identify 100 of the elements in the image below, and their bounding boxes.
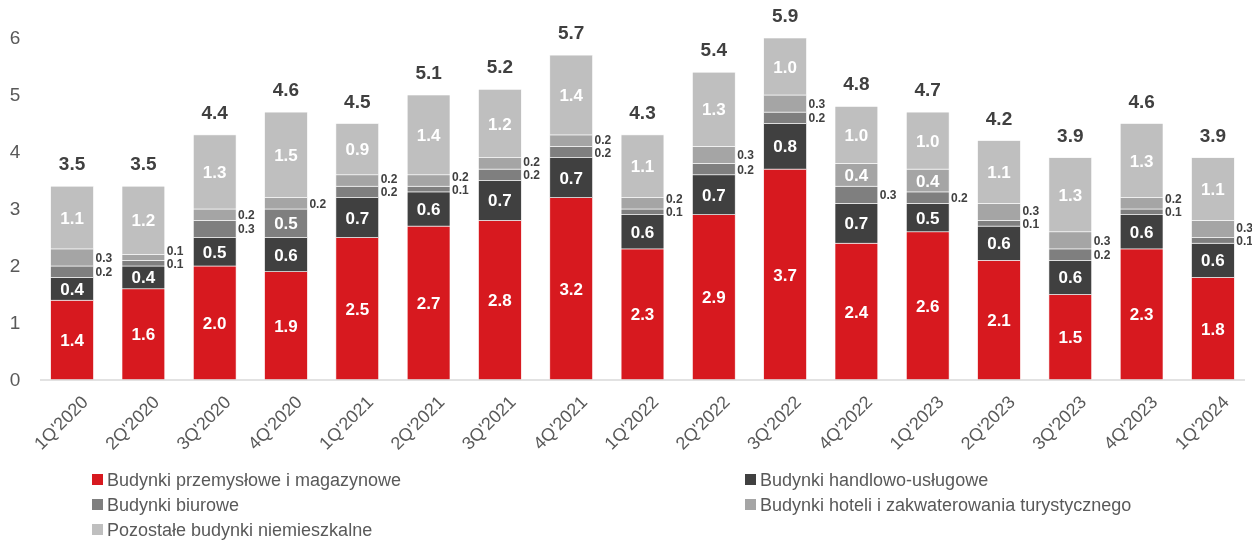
data-label: 1.1 [1201, 180, 1225, 200]
data-label: 0.2 [808, 111, 826, 126]
data-label: 2.5 [345, 299, 370, 319]
data-label: 1.6 [131, 325, 156, 345]
data-label: 1.2 [488, 114, 512, 134]
data-label: 1.2 [131, 211, 156, 231]
total-label: 3.5 [58, 153, 86, 175]
y-tick-label: 3 [9, 198, 21, 219]
data-label: 0.3 [1093, 233, 1111, 248]
data-label: 0.2 [238, 208, 256, 223]
data-label: 3.7 [773, 265, 797, 285]
legend-label: Pozostałe budynki niemieszkalne [107, 520, 373, 540]
legend-label: Budynki biurowe [107, 495, 240, 515]
data-label: 0.2 [1165, 192, 1183, 207]
data-label: 1.3 [202, 162, 227, 182]
data-label: 0.2 [1093, 248, 1111, 263]
y-tick-label: 1 [9, 312, 21, 333]
total-label: 4.2 [985, 107, 1013, 129]
data-label: 0.5 [274, 214, 298, 234]
y-tick-label: 6 [9, 27, 21, 48]
data-label: 2.6 [915, 296, 940, 316]
data-label: 1.8 [1201, 319, 1225, 339]
total-label: 4.8 [843, 73, 870, 95]
data-label: 0.1 [1236, 233, 1252, 248]
data-label: 0.6 [630, 222, 655, 242]
data-label: 2.0 [202, 314, 227, 333]
data-label: 0.7 [844, 214, 869, 234]
y-tick-label: 0 [9, 369, 21, 390]
data-label: 0.1 [166, 256, 184, 271]
total-label: 5.9 [771, 5, 799, 26]
data-label: 0.8 [773, 137, 797, 157]
total-label: 5.1 [415, 62, 443, 83]
total-label: 5.2 [486, 56, 514, 78]
data-label: 0.7 [701, 185, 726, 205]
data-label: 0.6 [1058, 268, 1083, 288]
data-label: 0.3 [737, 148, 755, 163]
data-label: 0.6 [1201, 251, 1225, 271]
data-label: 0.6 [416, 200, 441, 219]
data-label: 2.1 [987, 311, 1011, 331]
data-label: 0.4 [60, 279, 85, 299]
data-label: 0.3 [1022, 203, 1040, 218]
data-label: 1.4 [559, 86, 584, 105]
total-label: 5.4 [700, 39, 728, 61]
total-label: 3.9 [1199, 124, 1227, 146]
data-label: 0.4 [915, 171, 941, 191]
data-label: 2.3 [1129, 305, 1154, 325]
total-label: 4.3 [629, 101, 656, 123]
data-label: 0.2 [380, 172, 398, 187]
data-label: 0.9 [345, 140, 370, 160]
data-label: 2.7 [416, 294, 441, 314]
total-label: 4.4 [201, 101, 229, 123]
data-label: 2.8 [488, 291, 512, 311]
data-label: 0.3 [95, 250, 113, 265]
data-label: 1.5 [274, 145, 298, 165]
data-label: 0.2 [523, 155, 541, 170]
data-label: 1.0 [844, 125, 869, 145]
data-label: 0.3 [879, 188, 897, 203]
data-label: 0.1 [665, 205, 683, 220]
data-label: 0.6 [1129, 222, 1154, 242]
y-tick-label: 2 [9, 255, 21, 276]
data-label: 0.3 [808, 97, 826, 112]
data-label: 1.3 [1129, 151, 1154, 171]
data-label: 0.2 [737, 162, 755, 177]
data-label: 1.3 [701, 100, 726, 120]
y-tick-label: 5 [9, 84, 21, 105]
data-label: 0.2 [95, 265, 113, 280]
data-label: 0.4 [131, 268, 156, 288]
data-label: 0.4 [844, 165, 869, 185]
data-label: 1.4 [60, 331, 85, 351]
data-label: 2.9 [701, 288, 726, 308]
legend-label: Budynki hoteli i zakwaterowania turystycznego [760, 495, 1132, 515]
data-label: 1.0 [773, 57, 797, 77]
data-label: 0.1 [451, 182, 469, 197]
total-label: 4.6 [272, 79, 300, 101]
data-label: 3.2 [559, 279, 584, 299]
legend-label: Budynki przemysłowe i magazynowe [107, 470, 402, 490]
data-label: 2.3 [630, 305, 655, 325]
total-label: 5.7 [557, 22, 585, 44]
data-label: 0.2 [380, 185, 398, 200]
data-label: 0.1 [1165, 205, 1183, 220]
total-label: 4.5 [344, 90, 371, 112]
total-label: 4.7 [914, 79, 941, 101]
total-label: 3.9 [1057, 124, 1084, 146]
total-label: 3.5 [130, 153, 158, 175]
total-label: 4.6 [1128, 90, 1155, 112]
data-label: 0.2 [665, 192, 683, 207]
data-label: 0.5 [202, 242, 227, 262]
data-label: 0.2 [951, 191, 969, 206]
data-label: 1.1 [630, 157, 655, 177]
data-label: 1.1 [60, 208, 84, 228]
data-label: 1.4 [416, 125, 441, 145]
data-label: 0.3 [1236, 220, 1252, 235]
data-label: 0.7 [488, 191, 512, 211]
data-label: 0.7 [345, 208, 370, 228]
data-label: 0.7 [559, 168, 584, 188]
data-label: 0.1 [1022, 216, 1040, 231]
data-label: 0.2 [451, 169, 469, 184]
data-label: 0.1 [166, 243, 184, 258]
data-label: 0.2 [594, 145, 612, 160]
data-label: 0.3 [238, 222, 256, 237]
